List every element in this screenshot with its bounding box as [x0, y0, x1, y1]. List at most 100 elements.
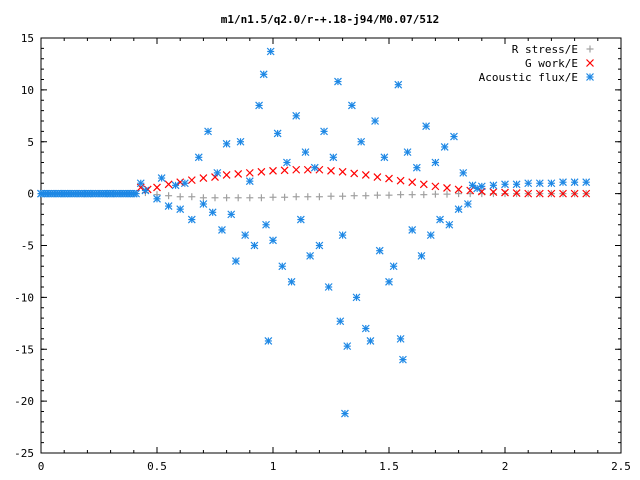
data-point	[153, 194, 161, 203]
data-point	[394, 80, 403, 89]
data-point	[176, 193, 184, 201]
data-point	[336, 317, 345, 326]
axis-ticks: 0 0.5 1 1.5 2 2.5 15 10 5 0 -5 -10 -15 -20 -25	[14, 32, 631, 473]
data-point	[417, 251, 426, 260]
data-point	[259, 70, 268, 79]
data-point	[306, 251, 315, 260]
data-point	[327, 192, 335, 200]
data-point	[408, 226, 417, 234]
data-point	[199, 174, 208, 182]
x-tick-label: 2.5	[611, 460, 631, 473]
data-point	[199, 200, 208, 208]
data-point	[436, 215, 444, 224]
data-point	[385, 191, 393, 199]
y-tick-label: -15	[14, 343, 34, 356]
y-tick-label: 15	[21, 32, 34, 45]
data-point	[431, 182, 440, 191]
data-point	[231, 257, 240, 265]
data-point	[338, 167, 347, 176]
data-point	[454, 205, 463, 214]
data-point	[450, 132, 458, 141]
data-point	[385, 277, 393, 286]
data-point	[366, 337, 375, 345]
data-point	[501, 190, 509, 198]
data-point	[408, 178, 417, 187]
data-point	[371, 117, 380, 125]
y-tick-label: 0	[27, 188, 34, 201]
data-point	[443, 183, 451, 192]
data-point	[396, 176, 405, 185]
y-tick-label: 10	[21, 84, 34, 97]
x-tick-label: 1	[270, 460, 277, 473]
data-point	[218, 226, 226, 234]
data-point	[132, 189, 141, 198]
data-point	[501, 180, 509, 189]
data-point	[136, 179, 145, 188]
data-point	[255, 101, 264, 110]
data-point	[304, 193, 312, 201]
data-point	[334, 77, 342, 86]
data-point	[524, 189, 533, 198]
data-point	[180, 179, 189, 188]
series-0	[141, 189, 590, 202]
y-tick-label: -10	[14, 291, 34, 304]
data-point	[361, 324, 370, 333]
data-point	[396, 334, 405, 343]
data-point	[187, 215, 196, 224]
y-tick-label: 5	[27, 136, 34, 149]
data-point	[419, 180, 428, 189]
data-point	[373, 191, 381, 199]
data-point	[524, 179, 533, 188]
data-point	[246, 194, 254, 202]
data-point	[153, 183, 161, 192]
data-point	[501, 188, 509, 197]
data-point	[408, 191, 416, 199]
legend-marker	[586, 73, 594, 81]
data-point	[211, 194, 219, 202]
data-point	[266, 47, 275, 56]
data-point	[213, 168, 222, 177]
data-point	[373, 173, 382, 181]
data-point	[582, 189, 591, 198]
data-point	[234, 194, 242, 202]
data-point	[477, 182, 486, 191]
data-point	[329, 153, 338, 162]
data-point	[582, 178, 591, 187]
data-point	[245, 177, 254, 186]
data-point	[350, 192, 358, 200]
data-point	[463, 200, 472, 208]
data-point	[357, 137, 366, 146]
data-point	[165, 192, 173, 200]
data-point	[303, 165, 312, 174]
legend-label: G work/E	[525, 57, 578, 70]
data-marks	[37, 47, 591, 418]
legend-label: Acoustic flux/E	[479, 71, 578, 84]
data-point	[194, 153, 203, 162]
data-point	[375, 246, 384, 255]
data-point	[269, 166, 277, 175]
data-point	[489, 181, 498, 190]
data-point	[380, 153, 389, 162]
chart-title: m1/n1.5/q2.0/r-+.18-j94/M0.07/512	[221, 13, 440, 26]
y-tick-label: -5	[21, 240, 34, 253]
data-point	[535, 179, 544, 188]
data-point	[241, 231, 250, 240]
data-point	[234, 169, 243, 178]
data-point	[287, 277, 296, 286]
data-point	[426, 231, 435, 240]
data-point	[292, 165, 301, 174]
data-point	[547, 179, 556, 188]
data-point	[282, 158, 291, 167]
data-point	[208, 208, 217, 217]
data-point	[343, 342, 352, 351]
data-point	[431, 158, 440, 167]
series-1	[136, 165, 591, 198]
data-point	[222, 139, 231, 148]
x-tick-label: 2	[502, 460, 509, 473]
x-tick-label: 0.5	[147, 460, 167, 473]
data-point	[227, 210, 236, 219]
data-point	[199, 194, 207, 202]
data-point	[512, 180, 521, 189]
legend-marker	[586, 59, 594, 67]
